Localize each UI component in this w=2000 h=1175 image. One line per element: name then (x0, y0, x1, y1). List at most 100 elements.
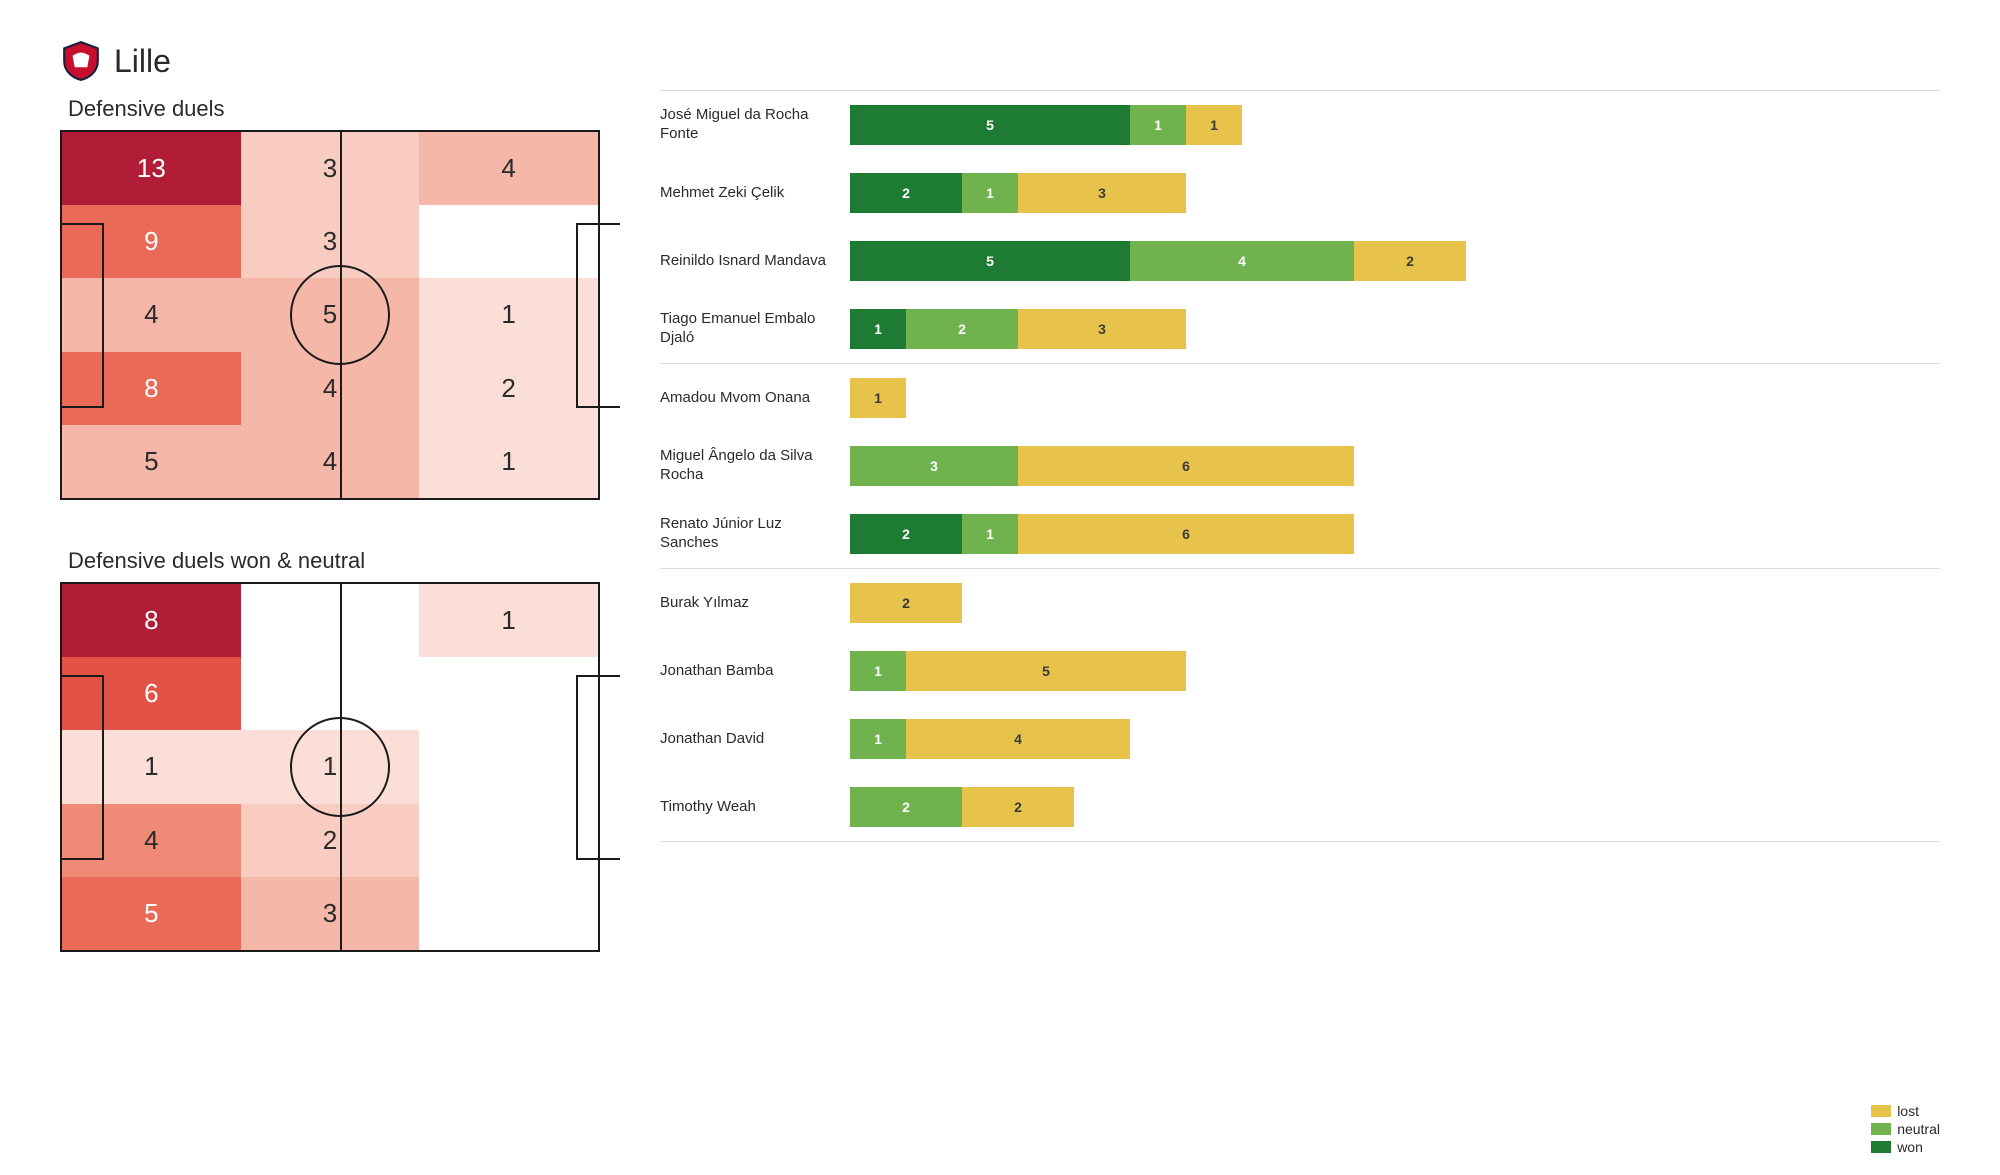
duel-bar: 511 (850, 105, 1940, 145)
bar-segment-neutral: 4 (1130, 241, 1354, 281)
heatmap-zone: 2 (419, 352, 598, 425)
player-row: Miguel Ângelo da Silva Rocha36 (660, 432, 1940, 500)
duel-bar: 14 (850, 719, 1940, 759)
heatmap-zone (419, 657, 598, 730)
bar-segment-won: 5 (850, 241, 1130, 281)
bar-segment-lost: 6 (1018, 446, 1354, 486)
bar-segment-lost: 5 (906, 651, 1186, 691)
legend-lost-label: lost (1897, 1103, 1919, 1119)
heatmap-zone (241, 657, 420, 730)
duel-bar: 15 (850, 651, 1940, 691)
duel-bar: 22 (850, 787, 1940, 827)
bar-segment-neutral: 1 (1130, 105, 1186, 145)
bar-segment-lost: 6 (1018, 514, 1354, 554)
team-crest-icon (60, 40, 102, 82)
bar-segment-lost: 3 (1018, 309, 1186, 349)
bar-segment-won: 5 (850, 105, 1130, 145)
player-name: Burak Yılmaz (660, 594, 850, 613)
bar-segment-neutral: 1 (850, 719, 906, 759)
legend-neutral: neutral (1871, 1121, 1940, 1137)
player-row: Renato Júnior Luz Sanches216 (660, 500, 1940, 568)
bar-track: 213 (850, 173, 1940, 213)
player-name: José Miguel da Rocha Fonte (660, 106, 850, 144)
player-name: Renato Júnior Luz Sanches (660, 515, 850, 553)
player-name: Tiago Emanuel Embalo Djaló (660, 310, 850, 348)
bar-segment-lost: 3 (1018, 173, 1186, 213)
heatmap-zone (241, 584, 420, 657)
bar-track: 14 (850, 719, 1940, 759)
heatmap1-title: Defensive duels (68, 96, 620, 122)
bar-segment-neutral: 2 (906, 309, 1018, 349)
heatmap-zone (419, 205, 598, 278)
bar-track: 1 (850, 378, 1940, 418)
heatmap-zone: 8 (62, 584, 241, 657)
player-row: Amadou Mvom Onana1 (660, 364, 1940, 432)
player-name: Reinildo Isnard Mandava (660, 252, 850, 271)
heatmap-zone: 1 (419, 278, 598, 351)
player-name: Mehmet Zeki Çelik (660, 184, 850, 203)
player-row: Jonathan David14 (660, 705, 1940, 773)
legend: lost neutral won (1871, 1101, 1940, 1155)
duel-bar: 2 (850, 583, 1940, 623)
player-row: José Miguel da Rocha Fonte511 (660, 91, 1940, 159)
duel-bar: 1 (850, 378, 1940, 418)
legend-neutral-label: neutral (1897, 1121, 1940, 1137)
legend-won-label: won (1897, 1139, 1923, 1155)
heatmap-zone: 4 (241, 352, 420, 425)
bar-track: 123 (850, 309, 1940, 349)
bar-track: 2 (850, 583, 1940, 623)
heatmap-zone: 9 (62, 205, 241, 278)
heatmap2-wrap: 816114253 (60, 582, 620, 952)
bar-segment-won: 1 (850, 309, 906, 349)
group-separator (660, 841, 1940, 842)
heatmap-zone: 1 (419, 425, 598, 498)
heatmap-zone: 8 (62, 352, 241, 425)
heatmap1-grid: 133493451842541 (60, 130, 600, 500)
player-name: Amadou Mvom Onana (660, 389, 850, 408)
bar-track: 542 (850, 241, 1940, 281)
heatmap-zone: 3 (241, 132, 420, 205)
bar-track: 216 (850, 514, 1940, 554)
duel-bar: 213 (850, 173, 1940, 213)
legend-won: won (1871, 1139, 1940, 1155)
heatmaps-column: Defensive duels 133493451842541 Defensiv… (60, 90, 620, 952)
player-row: Burak Yılmaz2 (660, 569, 1940, 637)
heatmap-zone: 1 (241, 730, 420, 803)
bar-track: 511 (850, 105, 1940, 145)
bar-segment-lost: 1 (850, 378, 906, 418)
heatmap-zone: 1 (419, 584, 598, 657)
heatmap-zone (419, 730, 598, 803)
heatmap-zone (419, 804, 598, 877)
player-name: Miguel Ângelo da Silva Rocha (660, 447, 850, 485)
bar-segment-neutral: 1 (962, 514, 1018, 554)
bar-track: 22 (850, 787, 1940, 827)
player-row: Tiago Emanuel Embalo Djaló123 (660, 295, 1940, 363)
heatmap-zone: 4 (419, 132, 598, 205)
heatmap-zone: 13 (62, 132, 241, 205)
player-row: Jonathan Bamba15 (660, 637, 1940, 705)
bar-segment-neutral: 1 (962, 173, 1018, 213)
bar-segment-neutral: 3 (850, 446, 1018, 486)
player-name: Jonathan David (660, 730, 850, 749)
duel-bar: 216 (850, 514, 1940, 554)
player-name: Jonathan Bamba (660, 662, 850, 681)
bar-segment-won: 2 (850, 173, 962, 213)
bar-segment-lost: 4 (906, 719, 1130, 759)
duel-bar: 123 (850, 309, 1940, 349)
heatmap-zone: 4 (62, 278, 241, 351)
heatmap-zone: 3 (241, 877, 420, 950)
heatmap-zone: 6 (62, 657, 241, 730)
player-row: Reinildo Isnard Mandava542 (660, 227, 1940, 295)
player-bars-column: José Miguel da Rocha Fonte511Mehmet Zeki… (660, 90, 1940, 952)
page-header: Lille (60, 40, 1940, 82)
team-name: Lille (114, 43, 171, 80)
heatmap2-grid: 816114253 (60, 582, 600, 952)
heatmap-zone: 5 (241, 278, 420, 351)
bar-segment-lost: 2 (962, 787, 1074, 827)
bar-segment-lost: 2 (850, 583, 962, 623)
heatmap1-wrap: 133493451842541 (60, 130, 620, 500)
heatmap-zone: 4 (62, 804, 241, 877)
heatmap-zone: 5 (62, 877, 241, 950)
player-row: Timothy Weah22 (660, 773, 1940, 841)
bar-track: 36 (850, 446, 1940, 486)
